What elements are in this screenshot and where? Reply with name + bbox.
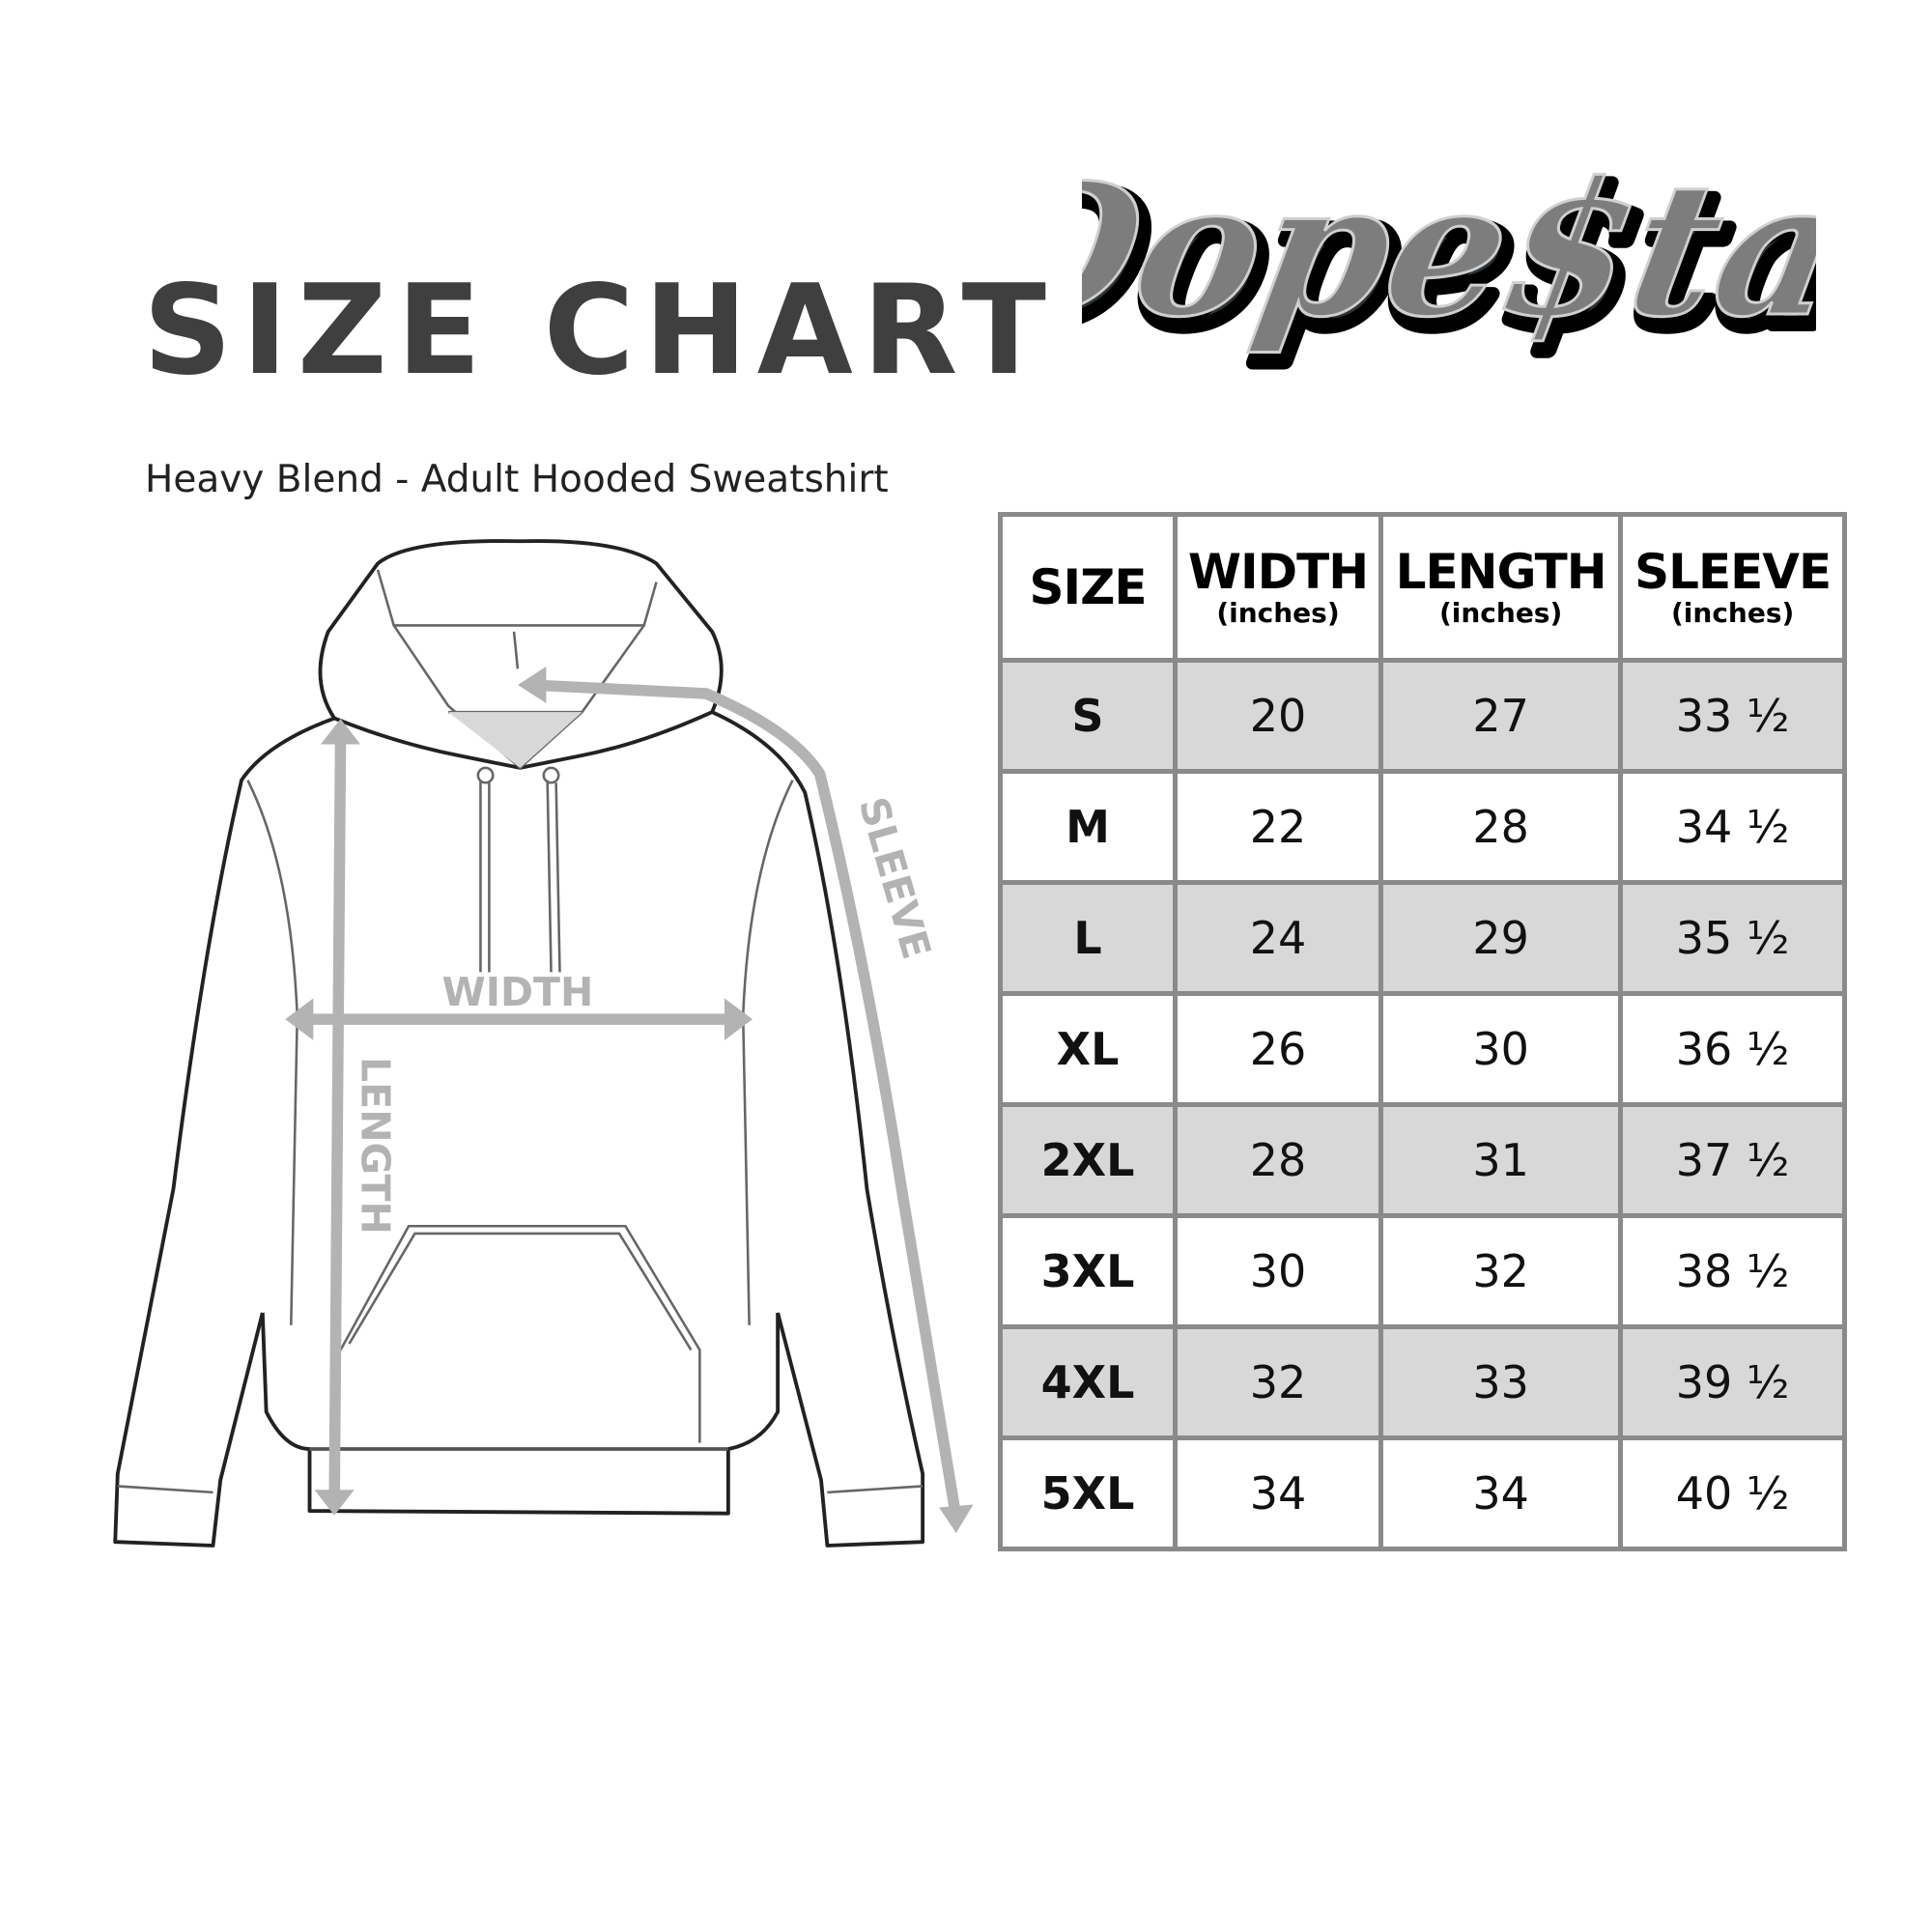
sleeve-label: SLEEVE xyxy=(850,792,940,964)
sleeve-cell: 34 ½ xyxy=(1618,769,1847,885)
table-row: XL 26 30 36 ½ xyxy=(998,991,1847,1107)
size-cell: 4XL xyxy=(998,1324,1178,1440)
length-measure-line xyxy=(328,727,347,1507)
sleeve-cell: 39 ½ xyxy=(1618,1324,1847,1440)
sleeve-arrow-bottom-icon xyxy=(939,1504,974,1534)
width-cell: 32 xyxy=(1173,1324,1383,1440)
length-cell: 30 xyxy=(1378,991,1624,1107)
table-header-row: SIZE WIDTH (inches) LENGTH (inches) SLEEVE… xyxy=(998,512,1847,663)
brand-logo: Dope$tar Dope$tar Dope$tar xyxy=(1082,137,1816,382)
length-arrow-top-icon xyxy=(320,719,361,745)
size-cell: 3XL xyxy=(998,1213,1178,1329)
size-cell: L xyxy=(998,880,1178,996)
width-arrow-right-icon xyxy=(724,998,753,1040)
length-cell: 27 xyxy=(1378,658,1624,774)
width-cell: 28 xyxy=(1173,1102,1383,1218)
width-cell: 24 xyxy=(1173,880,1383,996)
size-cell: M xyxy=(998,769,1178,885)
width-arrow-left-icon xyxy=(285,998,314,1040)
length-cell: 28 xyxy=(1378,769,1624,885)
width-cell: 30 xyxy=(1173,1213,1383,1329)
logo-outline: Dope$tar xyxy=(1082,152,1816,367)
sleeve-cell: 37 ½ xyxy=(1618,1102,1847,1218)
length-cell: 34 xyxy=(1378,1435,1624,1551)
size-table: SIZE WIDTH (inches) LENGTH (inches) SLEEVE… xyxy=(998,512,1847,1551)
page-title: SIZE CHART xyxy=(143,259,1056,403)
measure-lines xyxy=(285,666,974,1534)
size-cell: XL xyxy=(998,991,1178,1107)
header-length: LENGTH (inches) xyxy=(1378,512,1624,663)
width-label: WIDTH xyxy=(441,969,593,1015)
logo-shadow: Dope$tar xyxy=(1082,152,1816,367)
sleeve-arrow-top-icon xyxy=(518,666,547,704)
header-sleeve: SLEEVE (inches) xyxy=(1618,512,1847,663)
logo-text: Dope$tar xyxy=(1082,142,1816,357)
header-size: SIZE xyxy=(998,512,1178,663)
width-cell: 34 xyxy=(1173,1435,1383,1551)
table-row: 5XL 34 34 40 ½ xyxy=(998,1435,1847,1551)
sleeve-cell: 36 ½ xyxy=(1618,991,1847,1107)
sleeve-cell: 33 ½ xyxy=(1618,658,1847,774)
size-cell: 5XL xyxy=(998,1435,1178,1551)
size-cell: 2XL xyxy=(998,1102,1178,1218)
table-row: 4XL 32 33 39 ½ xyxy=(998,1324,1847,1440)
table-row: 2XL 28 31 37 ½ xyxy=(998,1102,1847,1218)
length-cell: 29 xyxy=(1378,880,1624,996)
table-row: L 24 29 35 ½ xyxy=(998,880,1847,996)
header-width: WIDTH (inches) xyxy=(1173,512,1383,663)
sleeve-cell: 40 ½ xyxy=(1618,1435,1847,1551)
sleeve-cell: 35 ½ xyxy=(1618,880,1847,996)
length-label: LENGTH xyxy=(352,1057,398,1235)
table-row: S 20 27 33 ½ xyxy=(998,658,1847,774)
width-cell: 26 xyxy=(1173,991,1383,1107)
length-cell: 31 xyxy=(1378,1102,1624,1218)
table-row: 3XL 30 32 38 ½ xyxy=(998,1213,1847,1329)
width-cell: 22 xyxy=(1173,769,1383,885)
length-arrow-bottom-icon xyxy=(314,1490,355,1516)
product-subtitle: Heavy Blend - Adult Hooded Sweatshirt xyxy=(145,458,889,501)
hood-interior xyxy=(448,712,582,768)
length-cell: 32 xyxy=(1378,1213,1624,1329)
table-row: M 22 28 34 ½ xyxy=(998,769,1847,885)
hoodie-outline xyxy=(113,539,925,1548)
sleeve-measure-line xyxy=(524,679,962,1523)
width-cell: 20 xyxy=(1173,658,1383,774)
hoodie-details xyxy=(117,569,923,1494)
length-cell: 33 xyxy=(1378,1324,1624,1440)
size-cell: S xyxy=(998,658,1178,774)
sleeve-cell: 38 ½ xyxy=(1618,1213,1847,1329)
